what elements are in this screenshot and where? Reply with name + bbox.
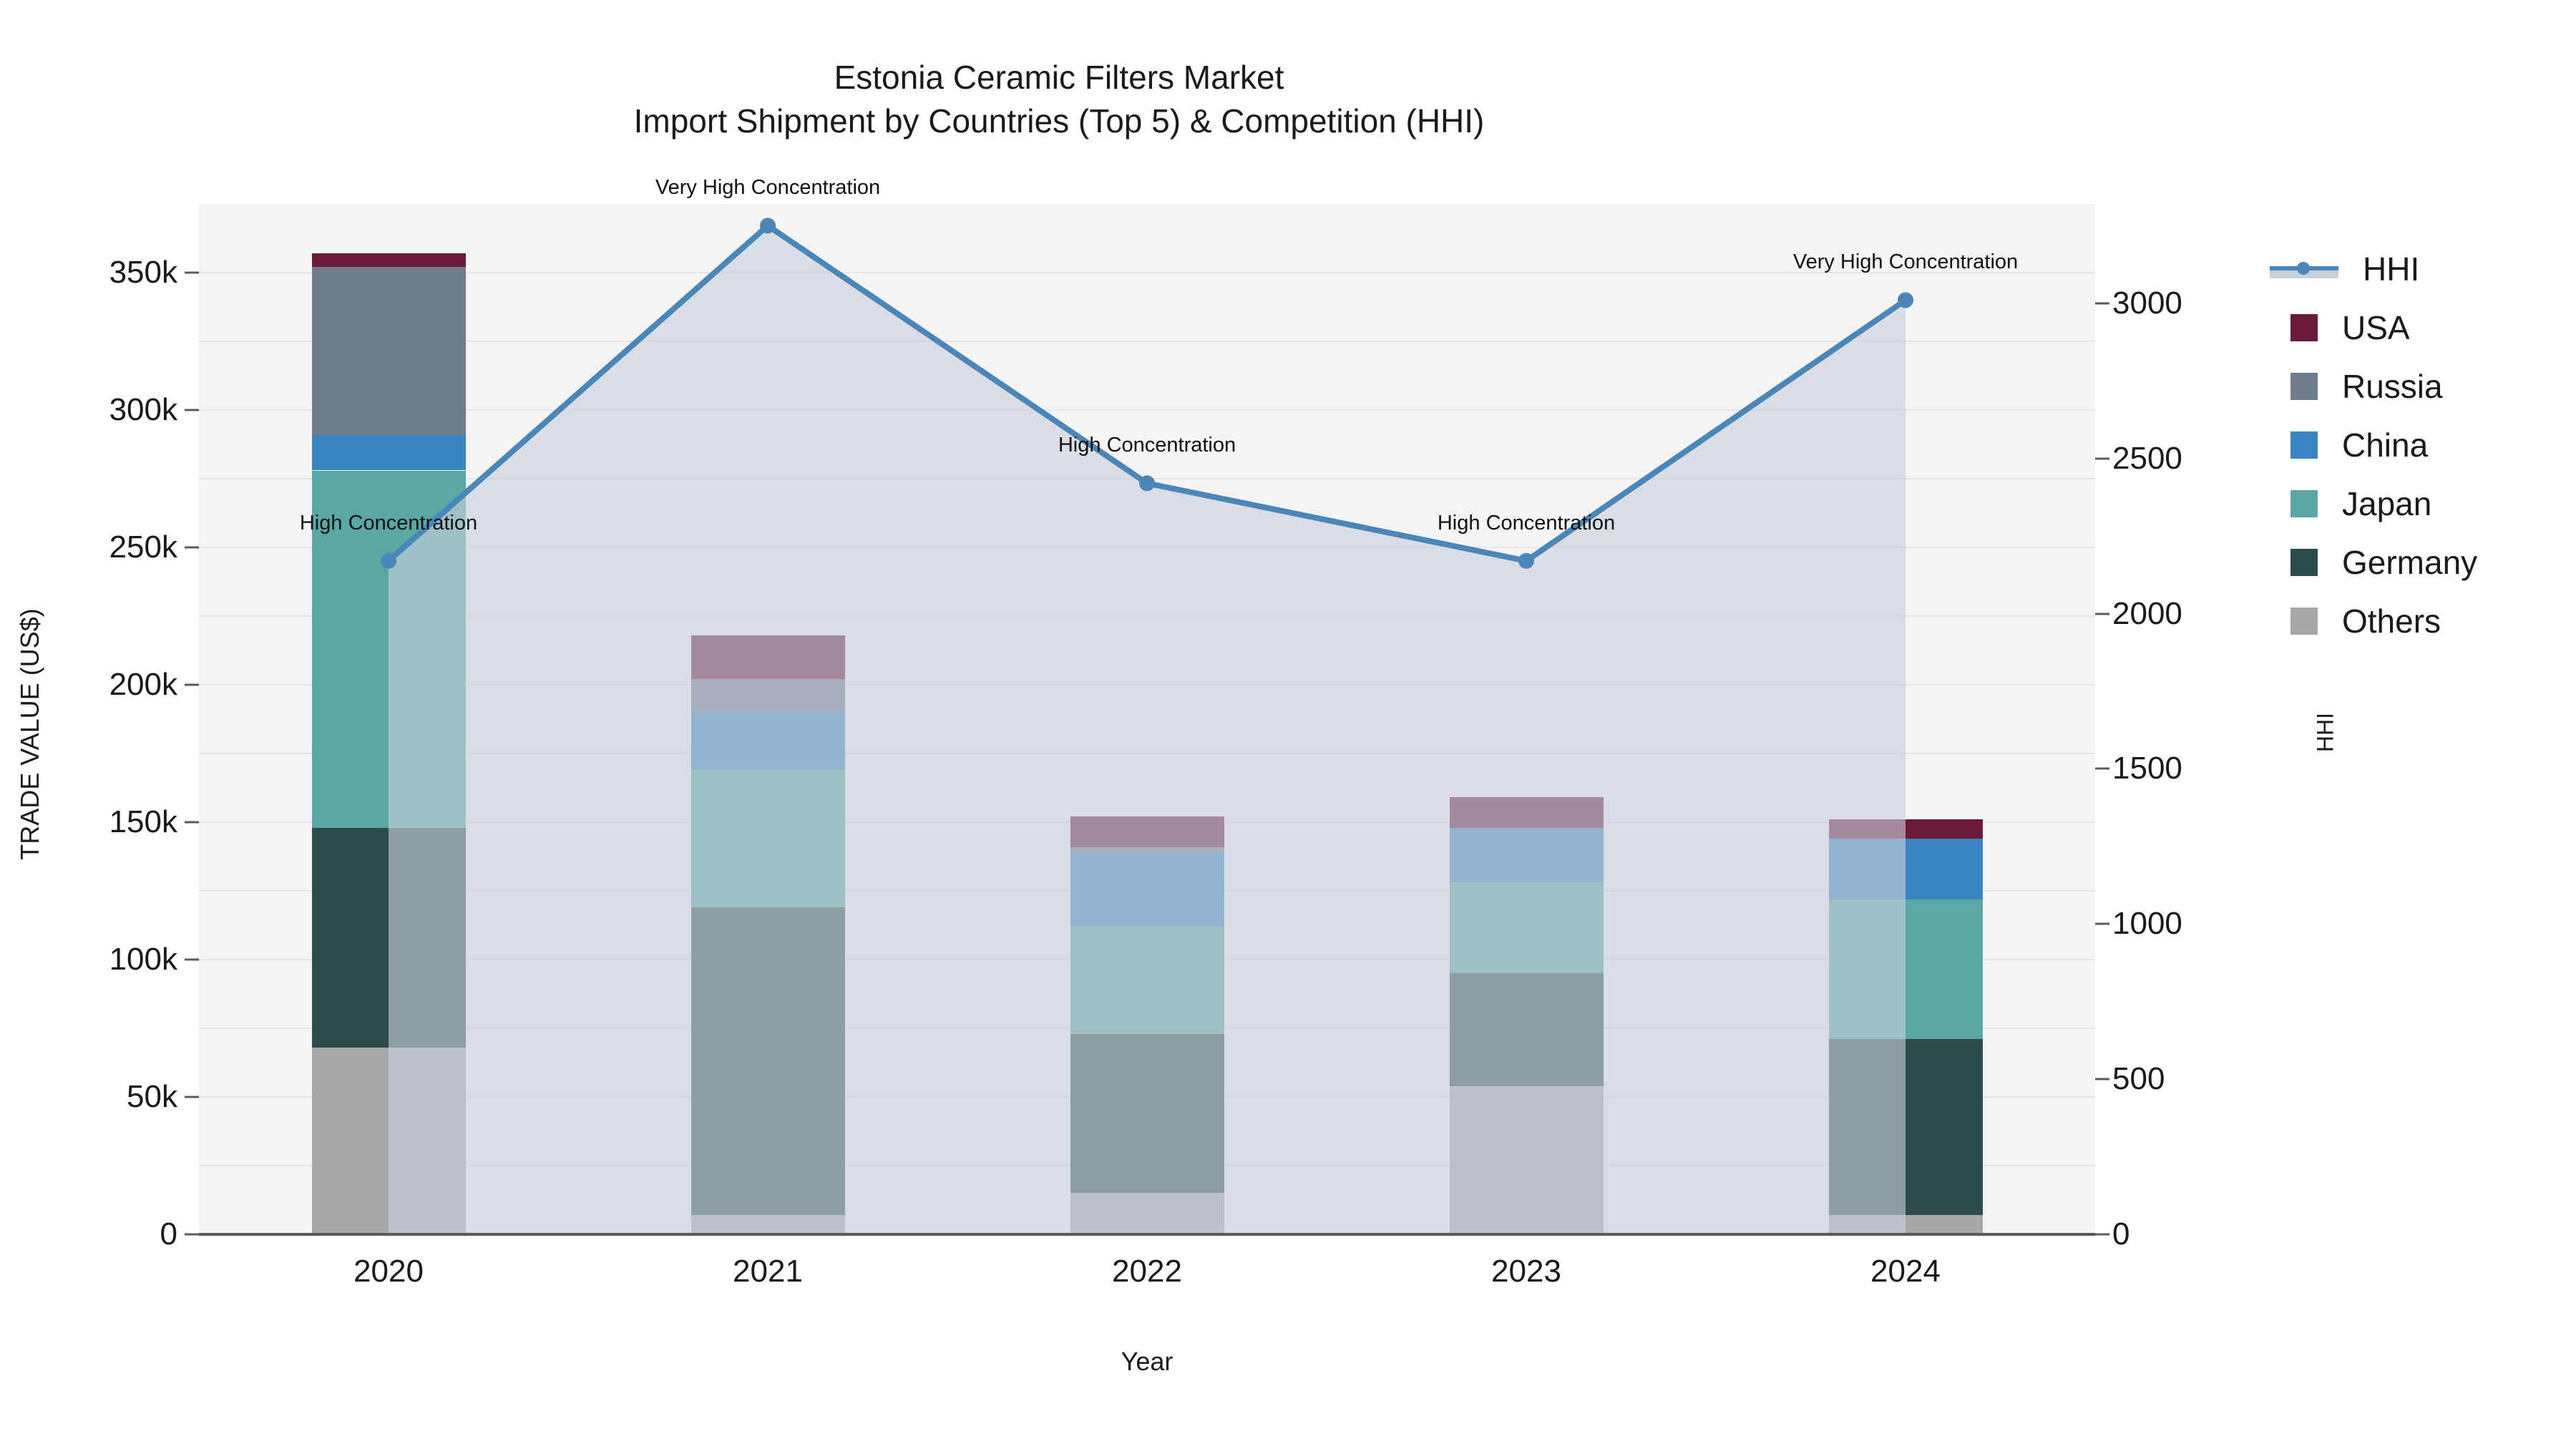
chart-title-line-1: Estonia Ceramic Filters Market bbox=[834, 59, 1284, 96]
bar-segment-china-2020[interactable] bbox=[311, 434, 466, 471]
annotation-2020: High Concentration bbox=[299, 511, 478, 535]
y-left-tick-100k: 100k bbox=[109, 942, 177, 977]
chart-legend: HHI USA Russia China Japan Germany Others bbox=[2270, 240, 2477, 650]
legend-item-usa[interactable]: USA bbox=[2270, 298, 2477, 357]
hhi-marker-2022[interactable] bbox=[1139, 475, 1155, 492]
annotation-2023: High Concentration bbox=[1437, 511, 1616, 535]
y-right-tick-2000: 2000 bbox=[2112, 595, 2182, 631]
y-left-tick-300k: 300k bbox=[109, 392, 177, 427]
x-tick-2022: 2022 bbox=[1112, 1254, 1182, 1289]
y-left-tick-200k: 200k bbox=[109, 667, 177, 702]
bar-segment-russia-2020[interactable] bbox=[311, 267, 466, 435]
x-tick-2023: 2023 bbox=[1491, 1254, 1561, 1289]
legend-label-hhi: HHI bbox=[2363, 250, 2420, 288]
hhi-marker-2023[interactable] bbox=[1518, 552, 1534, 569]
hhi-marker-2021[interactable] bbox=[760, 218, 776, 234]
chart-title: Estonia Ceramic Filters Market Import Sh… bbox=[0, 56, 2118, 142]
y-left-tick-mark bbox=[185, 683, 199, 686]
legend-line-marker-dot bbox=[2297, 262, 2310, 275]
legend-item-japan[interactable]: Japan bbox=[2270, 474, 2477, 533]
legend-swatch-others bbox=[2290, 608, 2318, 635]
legend-item-germany[interactable]: Germany bbox=[2270, 533, 2477, 592]
y-right-tick-mark bbox=[2095, 613, 2109, 615]
annotation-2021: Very High Concentration bbox=[655, 176, 881, 200]
hhi-marker-2020[interactable] bbox=[381, 552, 396, 569]
y-right-tick-mark bbox=[2095, 302, 2109, 305]
y-right-tick-2500: 2500 bbox=[2112, 440, 2182, 476]
legend-label-russia: Russia bbox=[2342, 368, 2443, 405]
y-right-tick-mark bbox=[2095, 1233, 2109, 1236]
y-left-tick-0: 0 bbox=[160, 1216, 177, 1252]
gridline bbox=[199, 341, 2095, 342]
y-left-tick-mark bbox=[185, 821, 199, 824]
x-tick-2021: 2021 bbox=[733, 1254, 803, 1289]
legend-item-china[interactable]: China bbox=[2270, 416, 2477, 474]
y-right-tick-1000: 1000 bbox=[2112, 906, 2182, 942]
y-right-tick-500: 500 bbox=[2112, 1061, 2165, 1097]
x-tick-2020: 2020 bbox=[353, 1254, 424, 1289]
gridline bbox=[199, 409, 2095, 411]
y-left-tick-mark bbox=[185, 958, 199, 961]
gridline bbox=[199, 272, 2095, 273]
legend-swatch-usa bbox=[2290, 314, 2318, 341]
y-right-tick-0: 0 bbox=[2112, 1216, 2130, 1252]
y-left-tick-250k: 250k bbox=[109, 530, 177, 565]
y-right-tick-mark bbox=[2095, 457, 2109, 460]
y-left-tick-mark bbox=[185, 1096, 199, 1098]
y-right-tick-mark bbox=[2095, 1078, 2109, 1080]
y-left-tick-mark bbox=[185, 409, 199, 411]
chart-title-line-2: Import Shipment by Countries (Top 5) & C… bbox=[633, 102, 1485, 140]
legend-swatch-russia bbox=[2290, 373, 2318, 400]
y-left-tick-50k: 50k bbox=[127, 1079, 177, 1114]
y-right-tick-3000: 3000 bbox=[2112, 285, 2182, 321]
y-right-tick-mark bbox=[2095, 767, 2109, 770]
y-right-tick-1500: 1500 bbox=[2112, 751, 2182, 786]
x-axis-line bbox=[199, 1233, 2095, 1236]
hhi-area-fill bbox=[389, 225, 1906, 1234]
legend-swatch-japan bbox=[2290, 490, 2318, 517]
bar-segment-usa-2020[interactable] bbox=[311, 253, 466, 268]
legend-label-usa: USA bbox=[2342, 309, 2410, 346]
legend-label-japan: Japan bbox=[2342, 485, 2432, 522]
legend-swatch-china bbox=[2290, 431, 2318, 459]
y-left-tick-mark bbox=[185, 546, 199, 549]
legend-item-russia[interactable]: Russia bbox=[2270, 357, 2477, 416]
legend-swatch-germany bbox=[2290, 549, 2318, 576]
plot-area bbox=[199, 204, 2095, 1236]
y-left-tick-mark bbox=[185, 271, 199, 274]
x-tick-2024: 2024 bbox=[1870, 1254, 1941, 1289]
legend-item-others[interactable]: Others bbox=[2270, 592, 2477, 650]
annotation-2024: Very High Concentration bbox=[1792, 250, 2019, 274]
legend-label-china: China bbox=[2342, 426, 2429, 464]
legend-line-icon bbox=[2270, 255, 2338, 283]
hhi-marker-2024[interactable] bbox=[1898, 292, 1913, 308]
legend-label-others: Others bbox=[2342, 602, 2441, 640]
legend-label-germany: Germany bbox=[2342, 544, 2478, 581]
y-left-tick-350k: 350k bbox=[109, 255, 177, 290]
y-left-tick-mark bbox=[185, 1233, 199, 1236]
y-left-tick-150k: 150k bbox=[109, 804, 177, 839]
hhi-line-series bbox=[381, 218, 1913, 1234]
y-right-tick-mark bbox=[2095, 922, 2109, 925]
annotation-2022: High Concentration bbox=[1058, 434, 1236, 457]
legend-item-hhi[interactable]: HHI bbox=[2270, 240, 2477, 298]
x-axis-title: Year bbox=[1121, 1347, 1174, 1376]
